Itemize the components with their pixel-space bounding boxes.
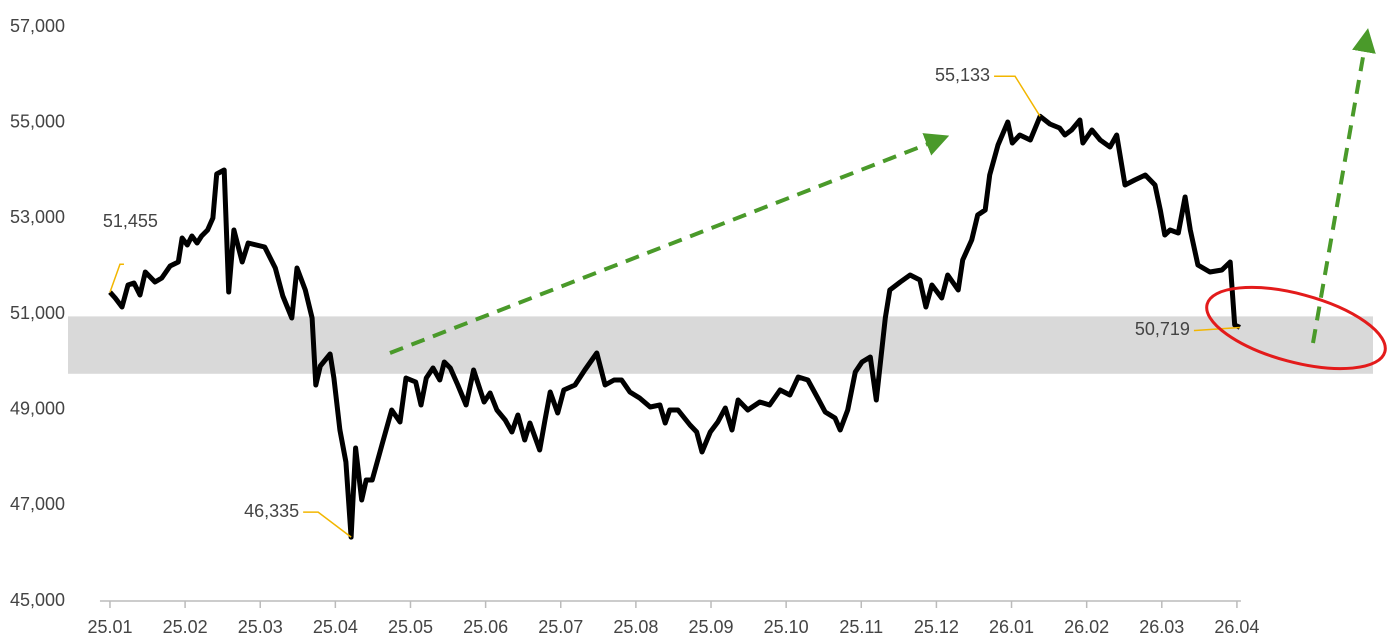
x-tick-label: 25.10 (764, 617, 809, 637)
x-tick-label: 25.01 (87, 617, 132, 637)
annotation-label: 46,335 (244, 501, 299, 521)
highlight-ellipse (1205, 285, 1387, 371)
y-tick-label: 51,000 (10, 303, 65, 323)
x-tick-label: 25.02 (163, 617, 208, 637)
y-tick-label: 49,000 (10, 398, 65, 418)
y-tick-label: 53,000 (10, 207, 65, 227)
annotation-leader (994, 75, 1041, 117)
x-tick-label: 25.12 (914, 617, 959, 637)
x-tick-label: 26.01 (989, 617, 1034, 637)
trend-arrow (389, 133, 950, 355)
x-tick-label: 25.07 (538, 617, 583, 637)
trend-arrow (1311, 28, 1376, 344)
x-tick-label: 26.02 (1064, 617, 1109, 637)
x-tick-label: 25.11 (839, 617, 883, 637)
annotation-leader (1193, 326, 1240, 332)
annotation-label: 50,719 (1135, 319, 1190, 339)
x-tick-label: 25.08 (613, 617, 658, 637)
y-tick-label: 57,000 (10, 16, 65, 36)
x-tick-label: 26.03 (1139, 617, 1184, 637)
annotation-label: 55,133 (935, 65, 990, 85)
y-tick-label: 45,000 (10, 590, 65, 610)
annotation-leader (109, 263, 124, 293)
highlight-band (68, 316, 1373, 374)
annotation-leader (303, 511, 352, 538)
price-line (108, 113, 1241, 540)
x-tick-label: 25.05 (388, 617, 433, 637)
x-tick-label: 25.06 (463, 617, 508, 637)
x-tick-label: 25.09 (688, 617, 733, 637)
annotation-label: 51,455 (103, 211, 158, 231)
y-tick-label: 47,000 (10, 494, 65, 514)
x-tick-label: 26.04 (1214, 617, 1259, 637)
x-tick-label: 25.04 (313, 617, 358, 637)
y-tick-label: 55,000 (10, 111, 65, 131)
x-tick-label: 25.03 (238, 617, 283, 637)
